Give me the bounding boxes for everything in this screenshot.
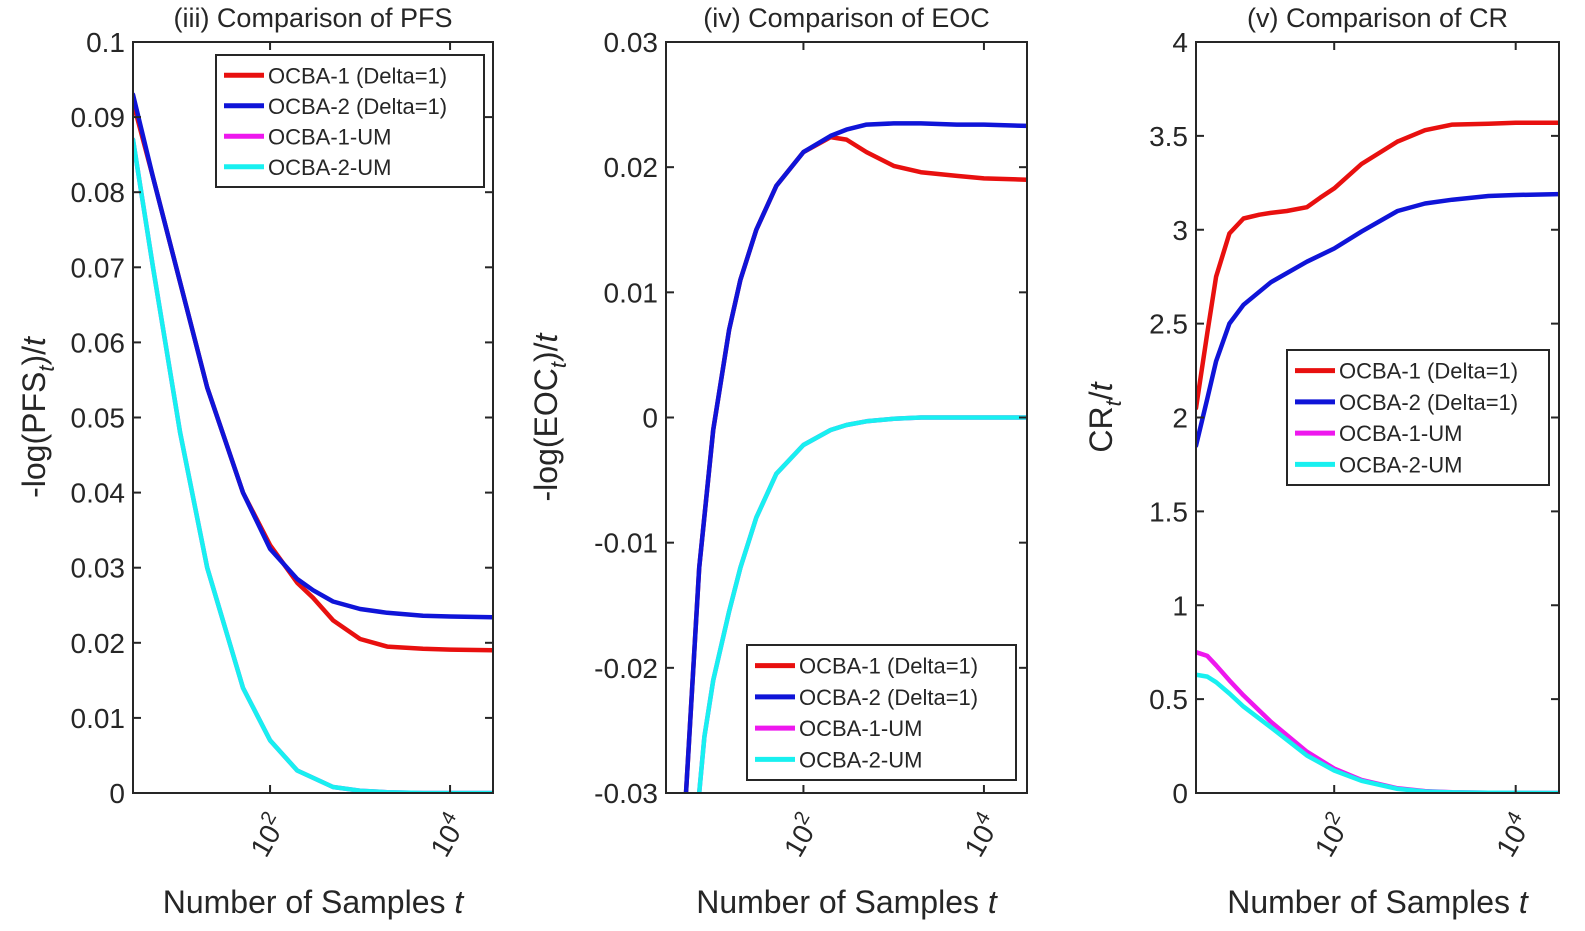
y-tick-label: 0.05	[71, 403, 126, 434]
series-line-ocba2um	[696, 415, 1027, 793]
y-tick-label: 2.5	[1149, 309, 1188, 340]
y-tick-label: 0.02	[71, 628, 126, 659]
y-tick-label: 1	[1172, 590, 1188, 621]
y-tick-label: 0	[109, 778, 125, 809]
x-axis-label-var: t	[1519, 884, 1529, 920]
legend-entry: OCBA-2-UM	[268, 155, 391, 180]
y-axis-label-var: t	[16, 336, 52, 346]
y-tick-label: 0.09	[71, 102, 126, 133]
x-axis-label-var: t	[988, 884, 998, 920]
chart-title: (v) Comparison of CR	[1247, 3, 1508, 33]
y-axis-label-pre: CR	[1083, 406, 1119, 452]
y-tick-label: -0.02	[594, 653, 658, 684]
legend-entry: OCBA-1-UM	[1339, 421, 1462, 446]
y-tick-label: 0.08	[71, 177, 126, 208]
y-tick-label: 0.01	[604, 277, 659, 308]
y-axis-label-post: /	[1083, 391, 1119, 400]
chart-title: (iii) Comparison of PFS	[173, 3, 452, 33]
series-line-ocba2	[133, 92, 493, 620]
series-line-ocba2	[683, 121, 1027, 793]
y-tick-label: 0.03	[71, 553, 126, 584]
y-axis-label: -log(PFSt)/t	[16, 336, 59, 498]
y-axis-label-post: )/	[16, 346, 52, 366]
y-tick-label: 3.5	[1149, 121, 1188, 152]
x-axis-label-text: Number of Samples	[1227, 884, 1519, 920]
y-tick-label: 1.5	[1149, 496, 1188, 527]
y-tick-label: 0.01	[71, 703, 126, 734]
subplot-1: 0 0.01 0.02 0.03 0.04 0.05 0.06 0.07 0.08 0.09 0.1…	[16, 3, 494, 920]
legend-entry: OCBA-1-UM	[268, 124, 391, 149]
subplot-3: 0 0.5 1 1.5 2 2.5 3 3.5 4 102 104 (v) Comparison of…	[1083, 3, 1560, 920]
y-tick-label: 0.06	[71, 327, 126, 358]
y-axis-label-sub: t	[546, 361, 571, 368]
x-tick-label-base: 10	[244, 820, 286, 862]
y-tick-label: 4	[1172, 27, 1188, 58]
y-axis-label: CRt/t	[1083, 381, 1126, 452]
x-axis-label: Number of Samples t	[696, 884, 998, 920]
x-tick-label: 104	[955, 808, 1006, 862]
series-line-ocba1um	[1196, 649, 1559, 793]
y-axis-label-post: )/	[528, 342, 564, 362]
x-tick-label: 102	[774, 808, 825, 862]
x-tick-label-base: 10	[424, 820, 466, 862]
legend: OCBA-1 (Delta=1) OCBA-2 (Delta=1) OCBA-1-U…	[215, 54, 485, 188]
x-tick-label: 102	[1305, 808, 1356, 862]
x-tick-label-base: 10	[1309, 820, 1351, 862]
y-tick-label: 0.02	[604, 152, 659, 183]
y-tick-label: 0.1	[86, 27, 125, 58]
legend-entry: OCBA-1 (Delta=1)	[1339, 359, 1518, 384]
x-tick-label-base: 10	[958, 820, 1000, 862]
x-tick-label: 104	[421, 808, 472, 862]
y-tick-label: 0.03	[604, 27, 659, 58]
y-axis-label-var: t	[1083, 381, 1119, 391]
legend-entry: OCBA-1 (Delta=1)	[799, 654, 978, 679]
y-axis-label-pre: -log(EOC	[528, 368, 564, 501]
y-tick-label: 0.04	[71, 478, 126, 509]
x-tick-label: 104	[1487, 808, 1538, 862]
x-tick-label-base: 10	[1490, 820, 1532, 862]
legend-entry: OCBA-1 (Delta=1)	[268, 63, 447, 88]
series-line-ocba2um	[133, 137, 493, 793]
y-axis-label-sub: t	[34, 365, 59, 372]
legend: OCBA-1 (Delta=1) OCBA-2 (Delta=1) OCBA-1-U…	[1286, 349, 1550, 486]
subplot-2: -0.03 -0.02 -0.01 0 0.01 0.02 0.03 102 104 (iv) C…	[528, 3, 1028, 920]
legend-entry: OCBA-2 (Delta=1)	[1339, 390, 1518, 415]
y-axis-label-var: t	[528, 332, 564, 342]
y-axis-label-pre: -log(PFS	[16, 372, 52, 498]
y-tick-label: -0.03	[594, 778, 658, 809]
x-axis-label-text: Number of Samples	[696, 884, 988, 920]
y-axis-label: -log(EOCt)/t	[528, 332, 571, 501]
legend: OCBA-1 (Delta=1) OCBA-2 (Delta=1) OCBA-1-U…	[746, 644, 1017, 781]
y-tick-label: 0.07	[71, 252, 126, 283]
y-tick-label: 0	[1172, 778, 1188, 809]
x-axis-label: Number of Samples t	[163, 884, 465, 920]
legend-entry: OCBA-2 (Delta=1)	[799, 685, 978, 710]
y-tick-label: 0.5	[1149, 684, 1188, 715]
legend-entry: OCBA-2-UM	[799, 747, 922, 772]
chart-title: (iv) Comparison of EOC	[703, 3, 990, 33]
y-axis-label-sub: t	[1101, 399, 1126, 406]
x-tick-label-base: 10	[778, 820, 820, 862]
x-axis-label-text: Number of Samples	[163, 884, 455, 920]
y-tick-label: 3	[1172, 215, 1188, 246]
series-line-ocba1	[1196, 120, 1559, 411]
y-tick-label: 2	[1172, 403, 1188, 434]
legend-entry: OCBA-2-UM	[1339, 452, 1462, 477]
y-tick-label: 0	[642, 403, 658, 434]
x-axis-label-var: t	[454, 884, 464, 920]
y-tick-label: -0.01	[594, 528, 658, 559]
legend-entry: OCBA-1-UM	[799, 716, 922, 741]
legend-entry: OCBA-2 (Delta=1)	[268, 94, 447, 119]
series-line-ocba2um	[1196, 672, 1559, 793]
series-line-ocba2	[1196, 191, 1559, 448]
x-axis-label: Number of Samples t	[1227, 884, 1529, 920]
x-tick-label: 102	[241, 808, 292, 862]
